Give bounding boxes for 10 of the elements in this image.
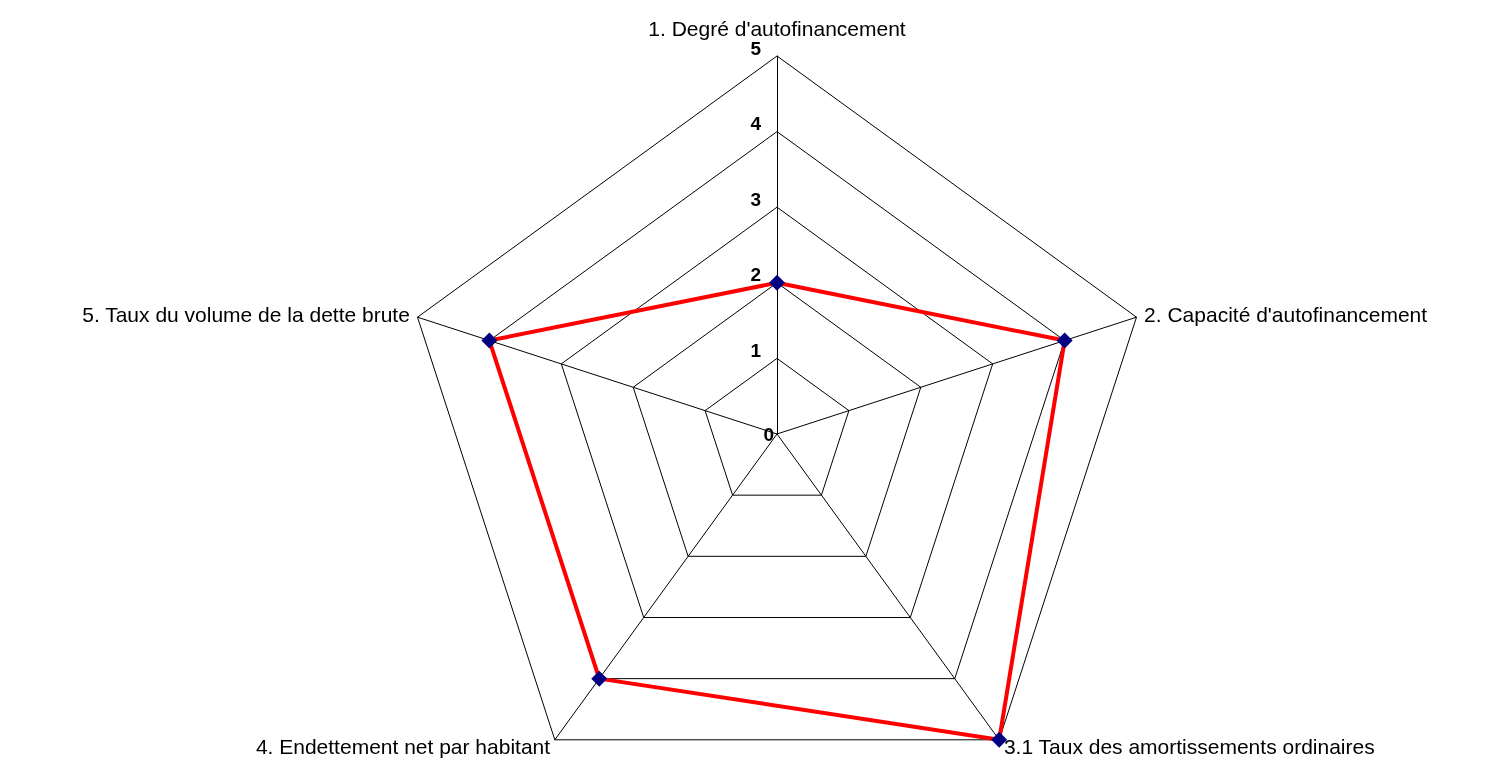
y-tick-label: 3 [750, 188, 761, 210]
y-tick-label: 5 [750, 37, 762, 59]
y-tick-label: 2 [750, 264, 761, 286]
spoke-label: 2. Capacité d'autofinancement [1144, 303, 1428, 327]
y-tick-label: 1 [750, 339, 762, 361]
y-tick-label: 4 [750, 113, 762, 135]
spoke-label: 4. Endettement net par habitant [255, 734, 551, 758]
spoke-label: 3.1 Taux des amortissements ordinaires [1003, 734, 1375, 758]
spoke-label: 1. Degré d'autofinancement [648, 16, 906, 40]
spoke-label: 5. Taux du volume de la dette brute [82, 303, 410, 327]
